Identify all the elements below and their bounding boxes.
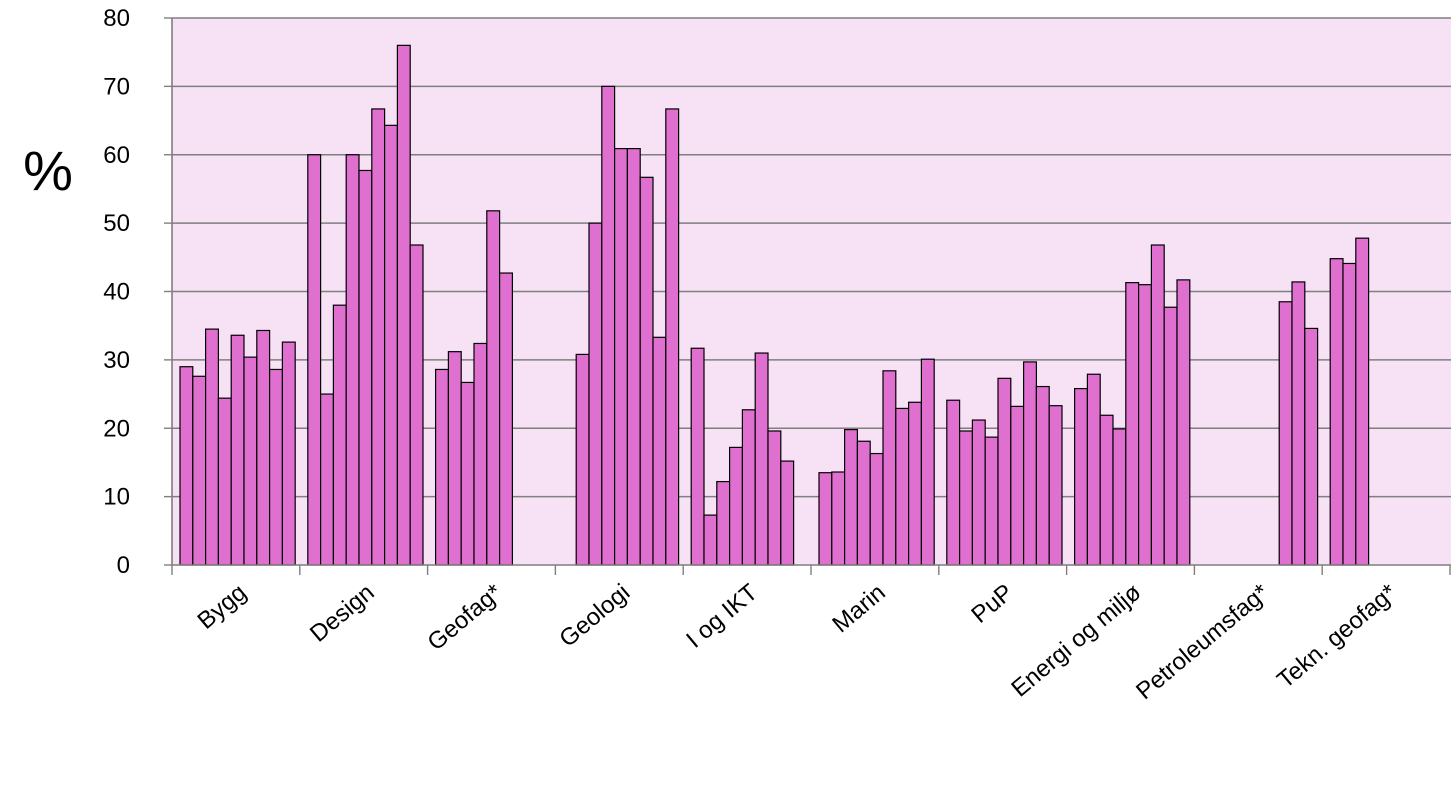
bar xyxy=(652,336,667,566)
bar xyxy=(1304,327,1319,566)
x-category-label: Marin xyxy=(827,579,890,638)
bar xyxy=(269,368,284,566)
bar xyxy=(460,381,475,566)
bar xyxy=(1112,428,1127,566)
bar xyxy=(601,85,616,566)
bar xyxy=(499,272,514,566)
y-tick-label: 80 xyxy=(103,5,130,32)
bar xyxy=(639,176,654,566)
bar xyxy=(1329,258,1344,566)
bar xyxy=(1099,414,1114,566)
bar xyxy=(1342,262,1357,566)
bar xyxy=(588,222,603,566)
bar xyxy=(843,429,858,566)
bar xyxy=(256,329,271,566)
bar xyxy=(1035,385,1050,566)
bar xyxy=(703,514,718,566)
x-category-label: Energi og miljø xyxy=(1006,579,1146,703)
bar xyxy=(665,108,680,566)
x-category-label: Tekn. geofag* xyxy=(1272,579,1402,694)
bar xyxy=(869,452,884,566)
bar xyxy=(1086,373,1101,566)
bar xyxy=(690,347,705,566)
bar xyxy=(728,446,743,566)
bar xyxy=(780,460,795,566)
bar xyxy=(192,375,207,566)
bar xyxy=(179,366,194,566)
bar xyxy=(818,472,833,566)
bar xyxy=(320,393,335,566)
bar xyxy=(447,351,462,566)
y-tick-label: 60 xyxy=(103,142,130,169)
bar xyxy=(486,210,501,566)
x-category-label: I og IKT xyxy=(681,579,763,654)
bar xyxy=(358,169,373,566)
bar xyxy=(1278,301,1293,566)
bar xyxy=(307,154,322,566)
y-tick-label: 30 xyxy=(103,347,130,374)
bar xyxy=(371,108,386,566)
bar xyxy=(831,471,846,566)
bar xyxy=(281,341,296,566)
x-category-label: Geologi xyxy=(554,579,635,653)
bar xyxy=(1176,279,1191,566)
bar xyxy=(613,147,628,566)
bar xyxy=(230,334,245,566)
bar xyxy=(984,436,999,566)
bar xyxy=(1022,361,1037,566)
bar xyxy=(575,353,590,566)
y-tick-label: 50 xyxy=(103,210,130,237)
axes xyxy=(164,17,1451,575)
y-tick-label: 10 xyxy=(103,484,130,511)
y-tick-label: 70 xyxy=(103,73,130,100)
bar xyxy=(473,342,488,566)
bar xyxy=(1163,306,1178,566)
bar xyxy=(1010,405,1025,566)
x-category-label: Petroleumsfag* xyxy=(1131,579,1274,705)
bar xyxy=(1048,405,1063,566)
bar xyxy=(626,147,641,566)
bar xyxy=(971,419,986,566)
bar xyxy=(217,397,232,566)
y-tick-label: 40 xyxy=(103,279,130,306)
bar xyxy=(754,352,769,566)
bar xyxy=(920,358,935,566)
x-category-label: Design xyxy=(305,579,380,648)
bar xyxy=(856,440,871,566)
bar xyxy=(997,377,1012,566)
bar xyxy=(1073,387,1088,566)
bar xyxy=(435,368,450,566)
x-category-label: Geofag* xyxy=(423,579,508,656)
x-category-label: PuP xyxy=(966,579,1018,629)
bar xyxy=(958,430,973,566)
y-tick-labels: 0 10 20 30 40 50 60 70 80 xyxy=(103,5,130,579)
bar xyxy=(1355,237,1370,566)
bar xyxy=(332,304,347,566)
bar xyxy=(716,480,731,566)
bar xyxy=(243,356,258,566)
y-axis-label: % xyxy=(23,139,73,202)
bar xyxy=(205,328,220,566)
bar xyxy=(895,407,910,566)
bar xyxy=(409,244,424,566)
x-category-labels: Bygg Design Geofag* Geologi I og IKT Marin PuP… xyxy=(192,579,1401,705)
bar xyxy=(907,401,922,566)
bar xyxy=(741,409,756,566)
bar xyxy=(1137,284,1152,566)
bar xyxy=(1150,244,1165,566)
bar-series xyxy=(179,44,1370,566)
bar xyxy=(345,154,360,566)
bar xyxy=(1291,281,1306,566)
x-category-label: Bygg xyxy=(192,579,251,635)
y-tick-label: 20 xyxy=(103,415,130,442)
bar xyxy=(946,399,961,566)
y-tick-label: 0 xyxy=(117,552,130,579)
bar xyxy=(384,124,399,566)
bar xyxy=(396,44,411,566)
bar xyxy=(767,430,782,566)
bar xyxy=(882,370,897,566)
bar xyxy=(1125,282,1140,566)
